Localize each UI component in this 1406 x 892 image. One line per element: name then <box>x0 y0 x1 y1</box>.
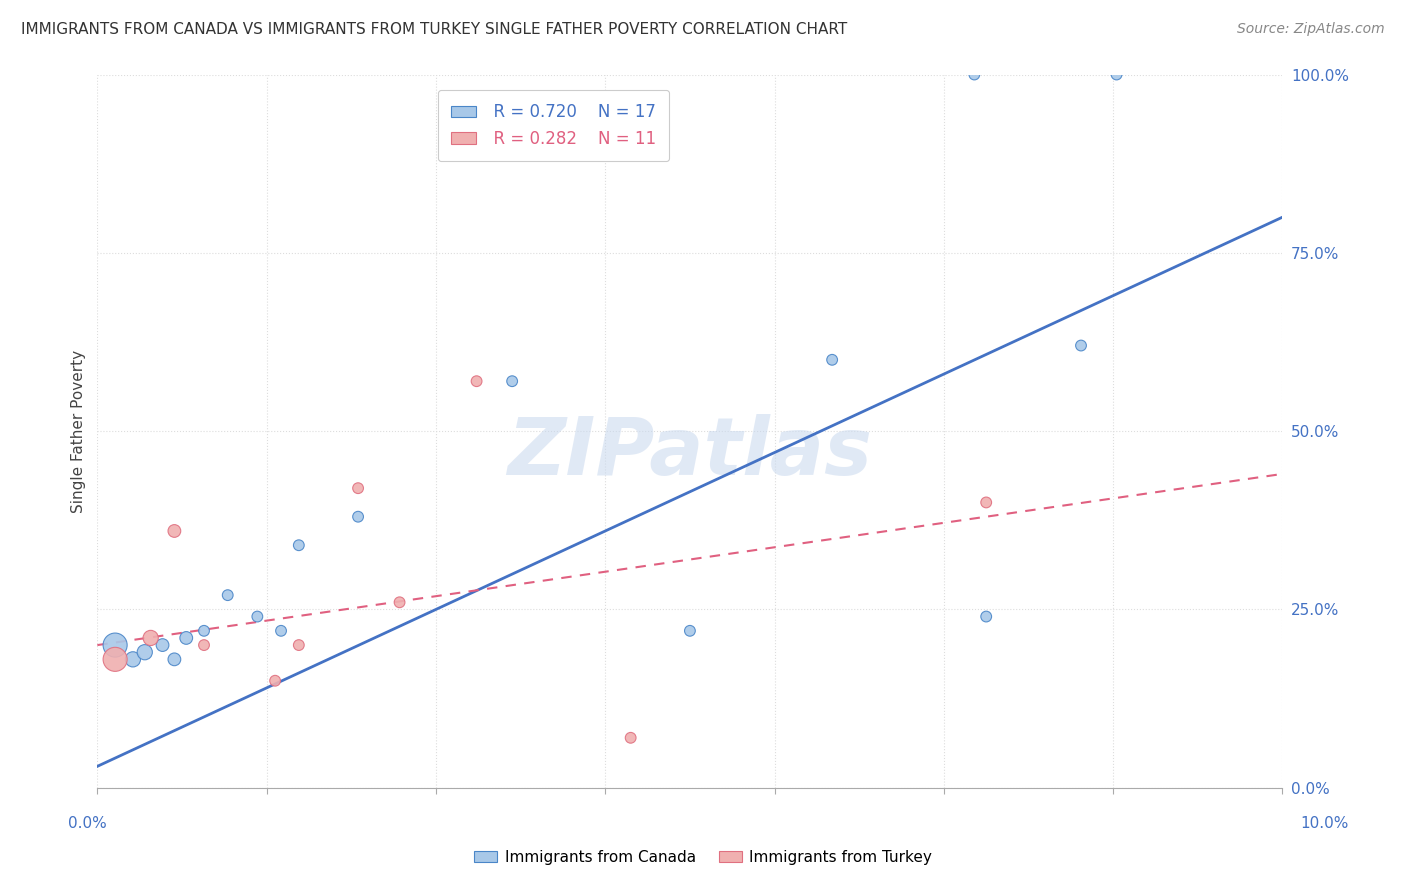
Point <box>288 538 311 552</box>
Point <box>347 481 370 495</box>
Point <box>217 588 239 602</box>
Point <box>963 68 986 82</box>
Point <box>288 638 311 652</box>
Point <box>501 374 523 388</box>
Point <box>152 638 174 652</box>
Text: ZIPatlas: ZIPatlas <box>508 414 872 491</box>
Point <box>1105 68 1128 82</box>
Point <box>821 352 844 367</box>
Text: 10.0%: 10.0% <box>1301 816 1348 831</box>
Text: 0.0%: 0.0% <box>67 816 107 831</box>
Point <box>974 609 997 624</box>
Point <box>1070 338 1092 352</box>
Point <box>104 638 127 652</box>
Point <box>134 645 156 659</box>
Point <box>347 509 370 524</box>
Y-axis label: Single Father Poverty: Single Father Poverty <box>72 350 86 513</box>
Point <box>193 624 215 638</box>
Point <box>246 609 269 624</box>
Point <box>388 595 411 609</box>
Point <box>270 624 292 638</box>
Point <box>163 524 186 538</box>
Legend:   R = 0.720    N = 17,   R = 0.282    N = 11: R = 0.720 N = 17, R = 0.282 N = 11 <box>437 90 669 161</box>
Point <box>974 495 997 509</box>
Point <box>193 638 215 652</box>
Point <box>620 731 643 745</box>
Point <box>174 631 197 645</box>
Point <box>139 631 162 645</box>
Point <box>122 652 145 666</box>
Point <box>104 652 127 666</box>
Point <box>679 624 702 638</box>
Text: IMMIGRANTS FROM CANADA VS IMMIGRANTS FROM TURKEY SINGLE FATHER POVERTY CORRELATI: IMMIGRANTS FROM CANADA VS IMMIGRANTS FRO… <box>21 22 848 37</box>
Legend: Immigrants from Canada, Immigrants from Turkey: Immigrants from Canada, Immigrants from … <box>468 844 938 871</box>
Text: Source: ZipAtlas.com: Source: ZipAtlas.com <box>1237 22 1385 37</box>
Point <box>163 652 186 666</box>
Point <box>264 673 287 688</box>
Point <box>465 374 488 388</box>
